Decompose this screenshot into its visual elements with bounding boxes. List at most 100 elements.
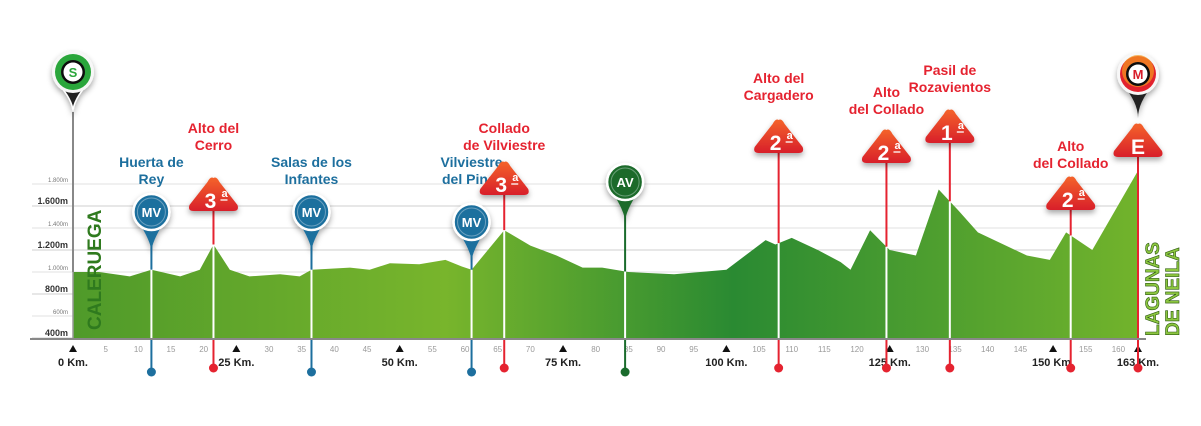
x-major-tick-label: 0 Km. [58,357,88,369]
marker-badge-sup: a [958,120,965,132]
marker-label: Cargadero [744,87,814,103]
triangle [754,119,804,153]
marker-label: Vilviestre [441,154,503,170]
x-major-tick-label: 75 Km. [545,357,581,369]
x-minor-tick-label: 85 [624,345,633,354]
triangle [1046,176,1096,210]
pin-circle [605,162,645,202]
pin-ring [296,197,326,227]
x-minor-tick-label: 10 [134,345,143,354]
triangle [479,161,529,195]
pin-circle [292,192,331,232]
x-minor-tick-label: 45 [363,345,372,354]
x-minor-tick-label: 35 [297,345,306,354]
marker-badge: 2 [770,132,782,155]
y-tick-label: 1.800m [48,178,68,184]
triangle [188,177,238,211]
marker-label: Rozavientos [909,79,992,95]
pin-ring [136,197,166,227]
marker-label: Alto del [188,120,239,136]
marker-badge: 2 [1062,189,1074,212]
triangle [861,129,911,163]
finish-badge: M [1133,67,1144,82]
elevation-profile [73,170,1138,338]
x-minor-tick-label: 120 [850,345,864,354]
x-major-tick-label: 125 Km. [869,357,911,369]
marker-label: Infantes [285,171,339,187]
intermediate-sprint-icon: MV [452,202,491,262]
x-minor-tick-label: 130 [916,345,930,354]
marker-badge: 3 [495,174,507,197]
x-minor-tick-label: 20 [199,345,208,354]
marker-start: S [52,51,94,272]
x-minor-tick-label: 40 [330,345,339,354]
x-major-tick-label: 100 Km. [705,357,747,369]
marker-label: del Collado [1033,155,1108,171]
x-major-tick-triangle [232,345,241,352]
x-major-tick-label: 50 Km. [382,357,418,369]
marker-badge-sup: a [894,140,901,152]
marker-badge: 3 [205,190,217,213]
marker-dot [881,363,891,373]
marker-dot [208,363,218,373]
pin-ring [610,167,640,197]
x-minor-tick-label: 155 [1079,345,1093,354]
x-major-tick-label: 25 Km. [218,357,254,369]
x-minor-tick-label: 95 [689,345,698,354]
pin-circle [132,192,171,232]
marker-dot [1066,363,1076,373]
marker-badge-sup: a [787,130,794,142]
marker-dot [499,363,509,373]
x-minor-tick-label: 160 [1112,345,1126,354]
marker-finish: EM [1113,53,1163,373]
start-badge: S [69,65,78,80]
marker-dot [1133,363,1143,373]
x-minor-tick-label: 55 [428,345,437,354]
marker-badge: MV [302,205,322,220]
intermediate-sprint-icon: MV [132,192,171,252]
x-minor-tick-label: 30 [265,345,274,354]
x-minor-tick-label: 5 [103,345,108,354]
start-town-label: CALERUEGA [85,209,106,330]
marker-label: Alto [873,84,900,100]
marker-label: Alto del [753,70,804,86]
marker-dot [774,363,784,373]
intermediate-sprint-icon: MV [292,192,331,252]
pin-center [1128,64,1148,84]
marker-badge: MV [462,215,482,230]
x-minor-tick-label: 110 [785,345,798,354]
y-tick-label: 1.000m [48,266,68,272]
x-major-tick-triangle [395,345,404,352]
marker-label: Pasil de [923,62,976,78]
marker-dot [467,367,477,377]
finish-pin-icon: M [1117,53,1159,118]
marker-feed: AV [605,162,645,377]
y-tick-label: 1.600m [37,196,68,206]
x-minor-tick-label: 80 [591,345,600,354]
marker-label: Collado [479,120,530,136]
x-minor-tick-label: 65 [493,345,502,354]
marker-badge: E [1131,136,1145,159]
finish-banner-icon: E [1113,123,1163,159]
marker-dot [620,367,630,377]
x-minor-tick-label: 90 [657,345,666,354]
marker-badge: 2 [878,142,890,165]
marker-label: Huerta de [119,154,184,170]
marker-dot [945,363,955,373]
marker-badge-sup: a [1079,187,1086,199]
feed-zone-icon: AV [605,162,645,222]
y-tick-label: 800m [45,284,68,294]
y-tick-label: 1.400m [48,222,68,228]
marker-badge-sup: a [221,188,228,200]
